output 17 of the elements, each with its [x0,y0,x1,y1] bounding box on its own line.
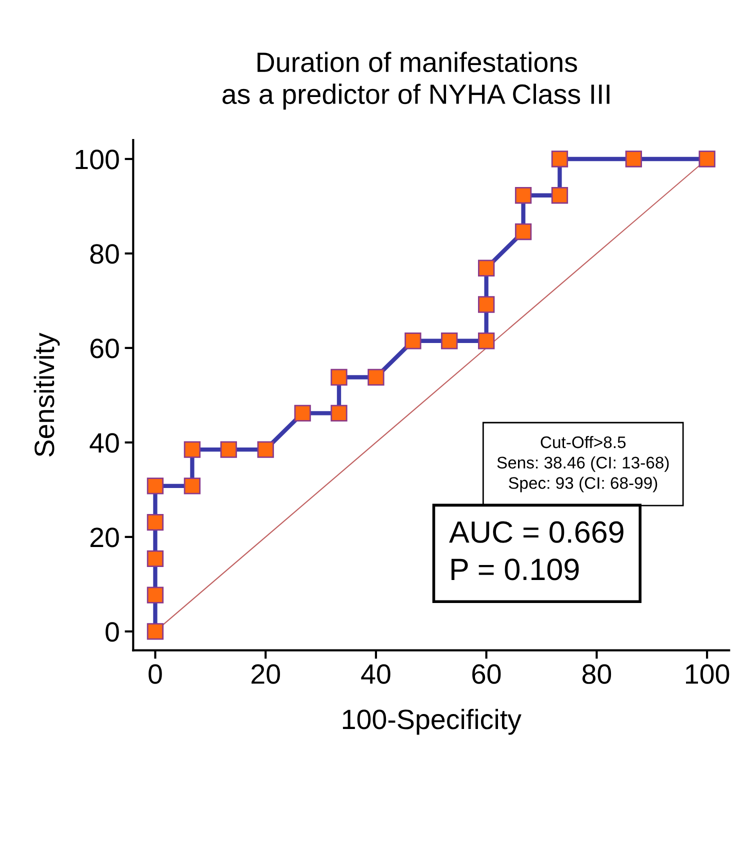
annotation: Cut-Off>8.5 Sens: 38.46 (CI: 13-68) Spec: 93 (CI: 68-99) [497,436,669,492]
y-axis-title: Sensitivity [34,332,60,456]
annotation: AUC = 0.669 P = 0.109 [449,521,624,580]
y-tick-label: 20 [90,528,119,548]
y-tick-label: 100 [76,150,119,170]
x-tick-label: 20 [252,664,280,684]
y-tick-label: 40 [90,433,119,453]
x-tick-label: 80 [582,664,612,684]
y-tick-label: 60 [90,338,119,358]
y-tick-label: 80 [90,244,119,264]
x-tick-label: 60 [472,664,501,684]
x-tick-label: 100 [686,664,730,684]
y-tick-label: 0 [106,622,119,642]
chart-title: Duration of manifestations as a predictor of NYHA Class III [222,52,610,110]
x-tick-label: 40 [361,664,390,684]
x-axis-title: 100-Specificity [342,708,522,735]
x-tick-label: 0 [148,664,162,684]
